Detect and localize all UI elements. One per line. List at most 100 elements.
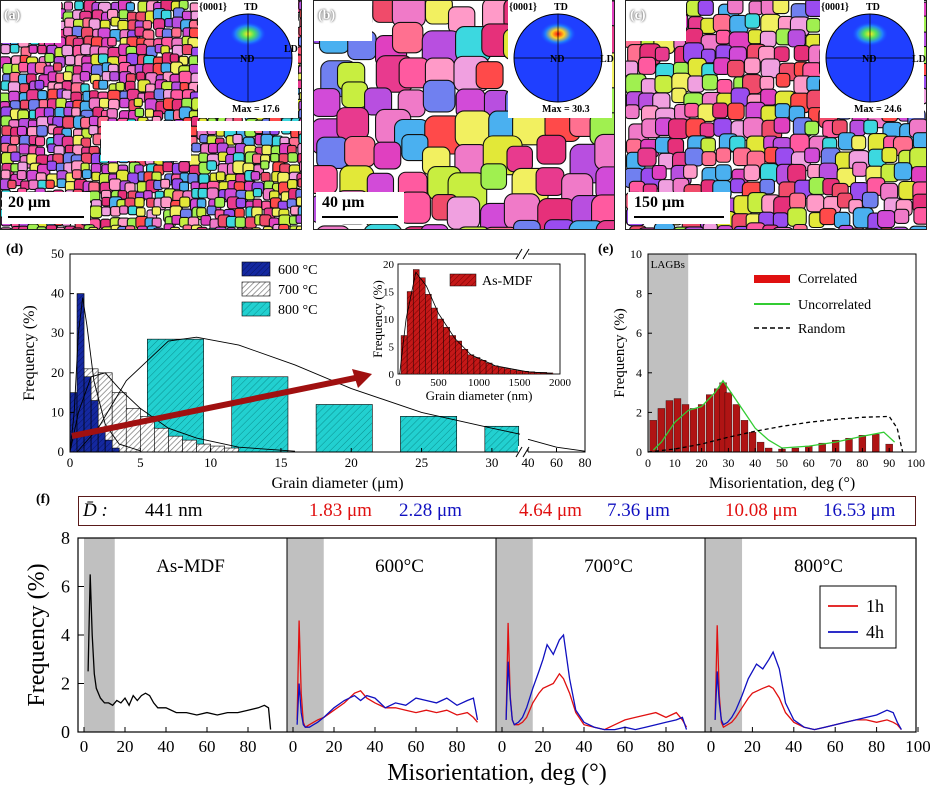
series-line-4h: [714, 650, 902, 731]
grain: [727, 1, 744, 15]
grain: [742, 117, 764, 139]
grain: [89, 205, 103, 219]
grain: [819, 207, 837, 226]
chart-e: LAGBs 0 10 20 30 40 50 60 70 80 90 100 0 2 4 6 8 10 Misori…: [612, 247, 925, 492]
series-line-1h: [296, 620, 478, 729]
grain: [879, 227, 894, 229]
grain: [684, 102, 700, 118]
arrow-head: [352, 369, 372, 388]
x-axis-label-f: Misorientation, deg (°): [387, 760, 607, 786]
grain: [134, 107, 145, 118]
grain: [1, 227, 12, 229]
grain: [56, 178, 67, 189]
grain: [789, 192, 807, 210]
x-tick-label-d: 30: [485, 455, 498, 470]
grain: [475, 61, 504, 90]
x-tick-label-f: 40: [576, 737, 593, 756]
grain: [687, 75, 705, 93]
dbar-800-4h: 16.53 μm: [823, 500, 896, 521]
grain: [16, 170, 27, 181]
y-tick-label-e: 10: [630, 247, 642, 261]
grain: [864, 227, 879, 229]
grain: [109, 71, 120, 82]
x-tick-label-e: 30: [722, 456, 734, 470]
x-tick-label-f: 80: [658, 737, 675, 756]
grain: [295, 225, 301, 229]
grain: [717, 225, 734, 229]
scale-bar-a: 20 μm: [2, 192, 90, 224]
panel-label-d: (d): [6, 242, 24, 257]
grain: [715, 147, 732, 163]
grain: [804, 120, 820, 136]
grain: [772, 1, 790, 15]
x-tick-label-d: 40: [522, 455, 535, 470]
legend-label-4h: 4h: [866, 622, 884, 642]
legend-box-f: [819, 585, 897, 649]
grain: [260, 171, 271, 183]
pf-c-nd: ND: [862, 54, 877, 65]
grain: [34, 79, 45, 90]
grain: [63, 26, 73, 37]
y-tick-label-f: 0: [61, 722, 70, 742]
grain: [61, 44, 74, 57]
grain: [215, 171, 226, 182]
x-tick-label-f: 60: [408, 737, 425, 756]
inset-bar: [406, 291, 414, 375]
grain: [759, 75, 775, 91]
x-tick-label-d: 0: [67, 455, 74, 470]
pf-b-td: TD: [554, 2, 568, 13]
grain: [792, 223, 808, 229]
grain: [160, 178, 171, 189]
fit-curve-600C: [69, 297, 141, 453]
grain: [793, 45, 811, 62]
x-tick-label-e: 70: [830, 456, 842, 470]
grain: [118, 9, 129, 20]
x-tick-label-d: 5: [137, 455, 144, 470]
grain: [117, 19, 129, 31]
dbar-symbol: D̄ :: [83, 500, 108, 521]
grain: [179, 196, 191, 208]
random-line: [647, 415, 904, 453]
grain: [169, 53, 180, 63]
grain: [775, 72, 791, 88]
grain: [241, 227, 254, 229]
grain: [19, 99, 30, 110]
grain: [45, 224, 58, 229]
inset-bar: [498, 367, 505, 375]
grain: [314, 88, 341, 118]
pf-c-ld: LD: [912, 54, 926, 65]
dbar-600-4h: 2.28 μm: [399, 500, 462, 521]
grain: [458, 226, 489, 229]
grain: [28, 44, 38, 54]
grain: [1, 44, 11, 55]
grain: [133, 97, 143, 107]
grain: [297, 178, 301, 188]
inset-x-label: Grain diameter (nm): [426, 388, 533, 403]
grain: [124, 225, 136, 229]
pf-a-max: Max = 17.6: [232, 104, 280, 115]
inset-x-tick: 1000: [468, 377, 491, 389]
correlated-bar: [724, 392, 733, 453]
grain: [181, 44, 193, 56]
grain: [178, 161, 190, 173]
bar-800C: [315, 404, 373, 453]
inset-legend-swatch: [449, 273, 477, 287]
grain: [297, 205, 301, 218]
grain: [759, 178, 775, 195]
grain: [72, 227, 83, 229]
grain: [214, 196, 226, 208]
y-axis-label-d: Frequency (%): [21, 305, 38, 401]
grain: [881, 147, 898, 163]
arrow-to-inset: [71, 373, 366, 439]
bar-600C: [111, 447, 120, 453]
inset-bar: [431, 307, 438, 375]
bar-700C: [125, 408, 141, 453]
grain: [135, 43, 148, 56]
legend-label-uncorrelated: Uncorrelated: [798, 298, 871, 313]
grain: [684, 226, 705, 229]
correlated-bar: [681, 404, 690, 453]
grain: [179, 181, 190, 192]
bar-800C: [231, 376, 289, 453]
bar-700C: [196, 443, 211, 453]
